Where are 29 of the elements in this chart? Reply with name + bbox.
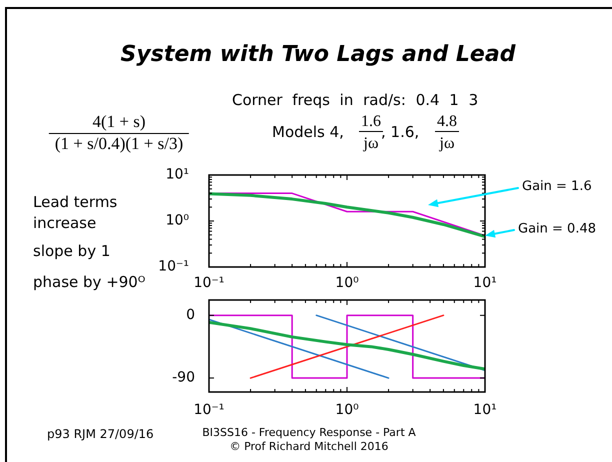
text: Gain = 1.6 <box>522 179 592 195</box>
text: Corner freqs in rad/s: 0.4 1 3 <box>232 91 478 109</box>
text: (1 + s/0.4)(1 + s/3) <box>48 133 190 154</box>
y-tick-label: 0 <box>186 306 195 323</box>
text: 4.8 <box>435 112 459 132</box>
annotation: Gain = 0.48 <box>518 221 596 236</box>
text: jω <box>364 134 378 153</box>
text: © Prof Richard Mitchell 2016 <box>230 440 388 453</box>
y-tick-label: 10¹ <box>166 166 189 183</box>
text: Models 4, <box>272 123 344 141</box>
x-tick-label: 10⁻¹ <box>194 402 224 418</box>
text: BI3SS16 - Frequency Response - Part A <box>202 426 416 439</box>
x-tick-label: 10¹ <box>473 275 497 292</box>
chart-title: System with Two Lags and Lead <box>120 42 516 68</box>
text: jω <box>440 134 454 153</box>
text: , 1.6, <box>381 123 420 141</box>
y-tick-label: -90 <box>172 370 195 386</box>
text: slope by 1 <box>33 242 110 260</box>
text: p93 RJM 27/09/16 <box>47 427 154 441</box>
x-tick-label: 10⁰ <box>335 275 360 292</box>
x-tick-label: 10¹ <box>473 402 497 418</box>
text: 1.6 <box>359 112 383 132</box>
y-tick-label: 10⁰ <box>166 212 190 229</box>
text: Lead terms increase <box>33 192 118 234</box>
text: 4(1 + s) <box>92 112 146 132</box>
text: phase by +90ᴼ <box>33 273 146 291</box>
x-tick-label: 10⁻¹ <box>194 275 224 292</box>
y-tick-label: 10⁻¹ <box>158 258 189 275</box>
x-tick-label: 10⁰ <box>335 402 360 418</box>
